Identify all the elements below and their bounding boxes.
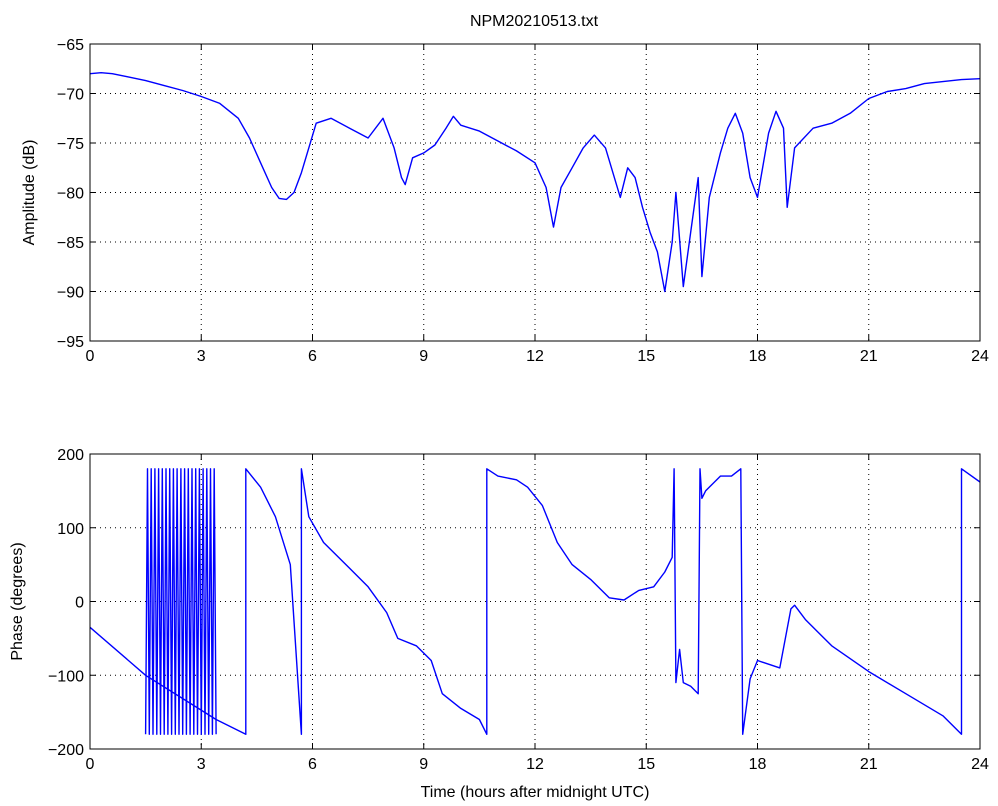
x-tick-label: 3 (197, 756, 206, 773)
y-tick-label: 200 (57, 447, 84, 464)
y-tick-label: −80 (57, 186, 84, 203)
x-tick-label: 24 (971, 348, 989, 365)
x-axis-label: Time (hours after midnight UTC) (421, 784, 650, 801)
x-tick-label: 9 (419, 756, 428, 773)
x-tick-label: 21 (860, 348, 878, 365)
x-tick-label: 6 (308, 756, 317, 773)
y-tick-label: 100 (57, 521, 84, 538)
x-tick-label: 9 (419, 348, 428, 365)
y-tick-label: −70 (57, 87, 84, 104)
x-tick-label: 3 (197, 348, 206, 365)
y-tick-label: −90 (57, 285, 84, 302)
x-tick-label: 0 (86, 756, 95, 773)
x-tick-label: 0 (86, 348, 95, 365)
phase-axes: 0 3 6 9 12 15 18 21 24 −200 −100 0 100 200 Phase (degr… (9, 447, 989, 801)
x-tick-label: 18 (749, 756, 767, 773)
y-tick-label: −65 (57, 37, 84, 54)
y-axis-label: Phase (degrees) (9, 542, 26, 660)
x-tick-label: 21 (860, 756, 878, 773)
x-tick-label: 18 (749, 348, 767, 365)
y-tick-label: −200 (48, 742, 84, 759)
amplitude-axes: 0 3 6 9 12 15 18 21 24 −95 −90 −85 −80 −75 −70 −65 Ampli… (21, 37, 989, 365)
y-tick-label: 0 (75, 595, 84, 612)
chart-title: NPM20210513.txt (470, 13, 599, 30)
x-tick-label: 12 (526, 756, 544, 773)
y-tick-label: −75 (57, 136, 84, 153)
x-tick-label: 6 (308, 348, 317, 365)
x-tick-label: 12 (526, 348, 544, 365)
x-tick-label: 15 (637, 348, 655, 365)
series-line-0 (90, 468, 980, 735)
x-tick-label: 24 (971, 756, 989, 773)
series-line-1 (144, 468, 217, 735)
series-line-0 (90, 72, 980, 293)
y-tick-label: −85 (57, 235, 84, 252)
y-tick-label: −100 (48, 668, 84, 685)
x-tick-label: 15 (637, 756, 655, 773)
y-axis-label: Amplitude (dB) (21, 140, 38, 246)
y-tick-label: −95 (57, 334, 84, 351)
